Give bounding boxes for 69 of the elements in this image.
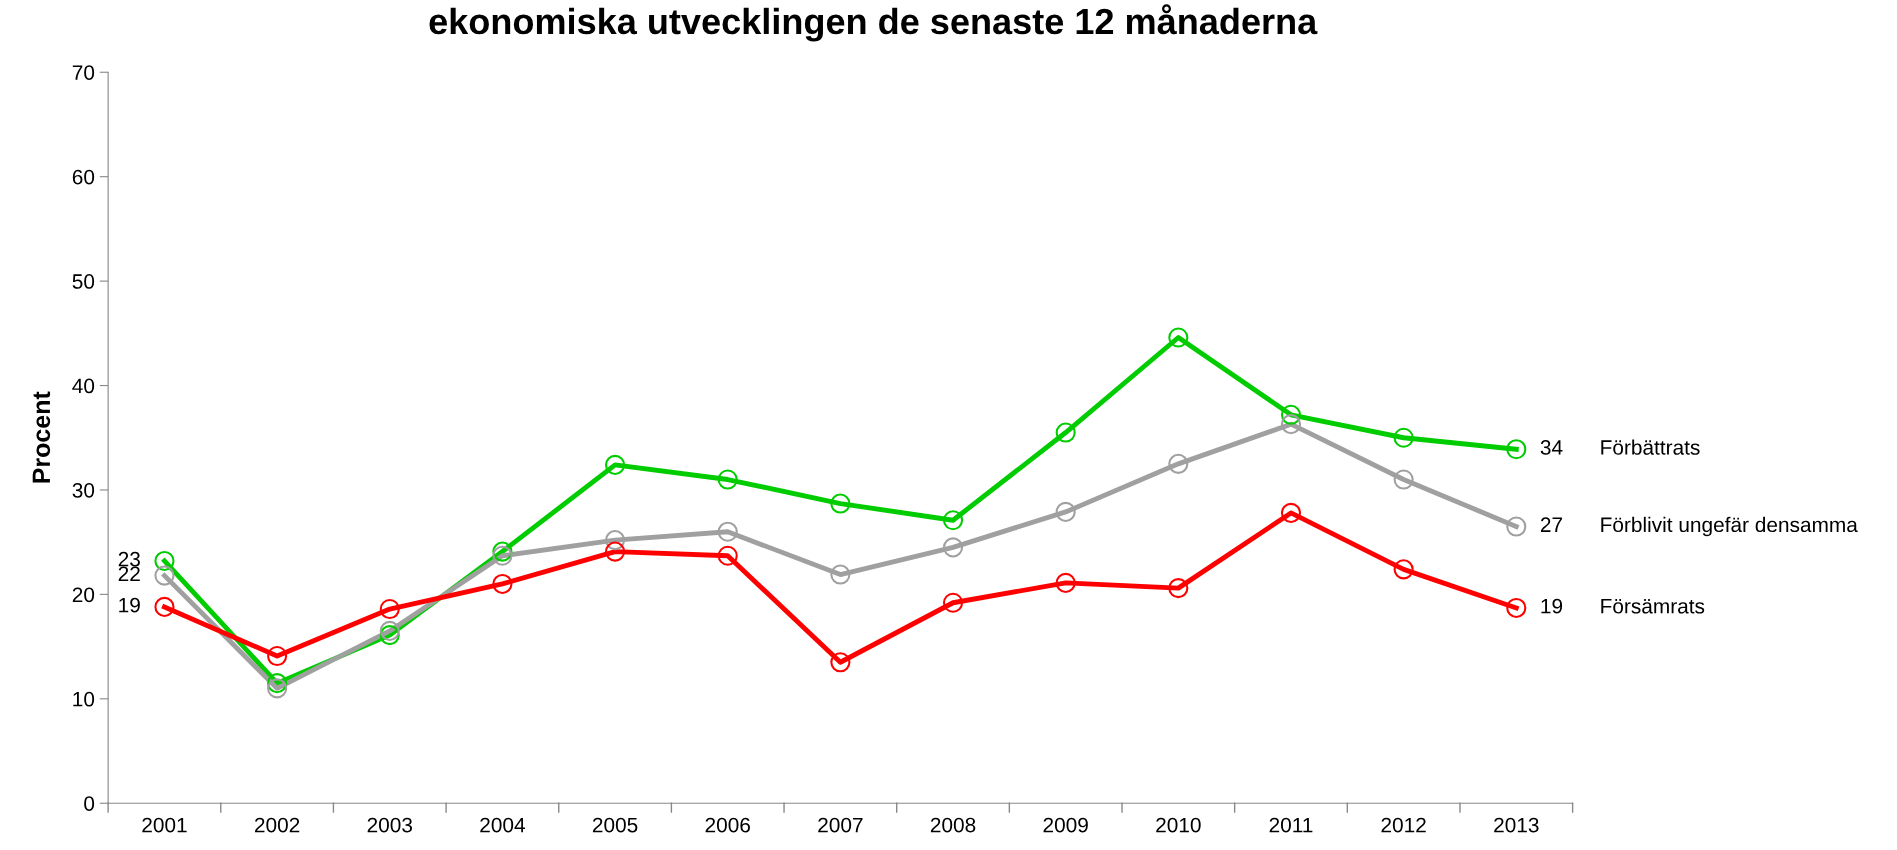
point [942,537,964,558]
point [1393,469,1414,490]
chart-title: ekonomiska utvecklingen de senaste 12 månaderna [429,4,1318,42]
point [605,541,626,562]
text: Förbättrats [1601,439,1700,455]
point [717,545,738,566]
annotation: 23 [118,551,140,567]
point [605,530,626,551]
point [379,625,400,646]
text: Förblivit ungefär densamma [1601,516,1858,537]
point [267,673,288,694]
y-tick-label: 50 [72,274,95,289]
point [379,620,400,642]
y-tick-label: 30 [72,482,95,498]
point [942,592,964,613]
x-tick-label: 2005 [592,817,638,833]
point [1168,327,1189,348]
annotation: 22 [118,566,140,581]
x-tick-label: 2006 [705,817,750,833]
x-tick-label: 2010 [1156,817,1201,833]
x-tick-label: 2002 [254,817,300,833]
y-tick-label: 0 [84,796,95,811]
x-tick-label: 2001 [142,817,187,833]
point [154,596,175,617]
point [1280,404,1302,425]
y-tick-label: 40 [72,378,95,394]
annotation: 27 [1540,517,1563,532]
annotation: 19 [119,597,140,613]
point [830,564,851,585]
point [1280,414,1302,435]
point [1280,502,1302,524]
point [492,573,513,595]
y-axis-title: Procent [32,391,51,483]
x-tick-label: 2009 [1043,817,1088,833]
annotation: 19 [1541,598,1563,614]
y-tick-label: 70 [72,65,95,80]
point [154,565,175,586]
point [1506,516,1527,537]
point [717,469,738,490]
annotation: 34 [1540,440,1563,455]
point [1055,572,1076,593]
point [267,678,288,699]
point [830,493,851,514]
point [1393,559,1414,580]
point [1168,453,1189,474]
point [717,521,738,542]
point [1168,578,1189,599]
point [267,645,288,667]
x-tick-label: 2008 [930,817,976,833]
x-tick-label: 2011 [1269,817,1313,833]
point [605,454,626,475]
x-tick-label: 2013 [1494,817,1539,833]
point [1393,427,1414,448]
point [942,510,964,531]
point [154,550,175,572]
y-tick-label: 10 [73,691,95,707]
text: Försämrats [1601,599,1705,614]
x-tick-label: 2004 [480,817,525,833]
point [379,598,400,620]
y-tick-label: 20 [72,587,95,603]
x-tick-label: 2012 [1381,817,1426,833]
x-tick-label: 2003 [367,817,413,833]
x-tick-label: 2007 [818,817,863,833]
point [1055,501,1076,522]
point [830,652,851,673]
point [1055,422,1076,443]
point [1506,439,1527,460]
point [1506,597,1527,619]
y-tick-label: 60 [72,169,95,185]
